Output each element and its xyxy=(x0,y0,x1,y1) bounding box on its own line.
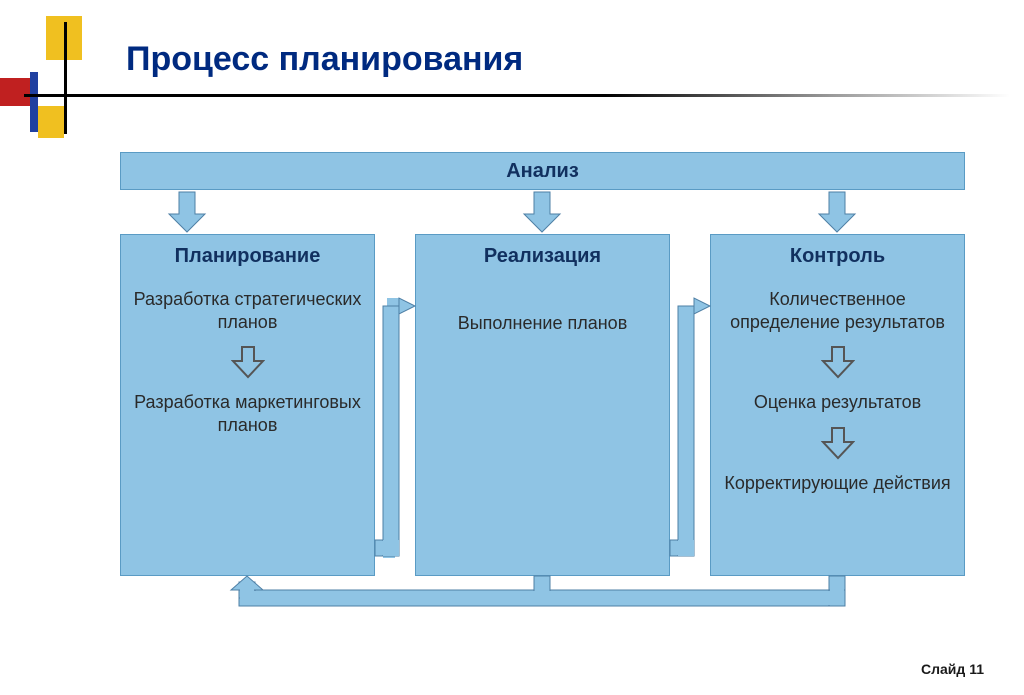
control-item-2: Оценка результатов xyxy=(711,385,964,420)
realization-box: Реализация Выполнение планов xyxy=(415,234,670,576)
outline-arrow-control-1 xyxy=(821,345,855,379)
planning-item-2: Разработка маркетинговых планов xyxy=(121,385,374,442)
elbow-arrow-2 xyxy=(668,290,712,560)
deco-blue-1 xyxy=(30,72,38,132)
deco-hline-fade xyxy=(110,94,1010,97)
realization-item-1: Выполнение планов xyxy=(416,306,669,341)
deco-red-1 xyxy=(0,78,30,106)
analysis-box: Анализ xyxy=(120,152,965,190)
arrow-down-2 xyxy=(522,190,562,234)
realization-header: Реализация xyxy=(416,235,669,282)
page-title: Процесс планирования xyxy=(126,40,523,79)
planning-box: Планирование Разработка стратегических п… xyxy=(120,234,375,576)
deco-vline xyxy=(64,22,67,134)
deco-hline-left xyxy=(24,94,110,97)
control-box: Контроль Количественное определение резу… xyxy=(710,234,965,576)
analysis-label: Анализ xyxy=(506,160,579,183)
planning-header: Планирование xyxy=(121,235,374,282)
outline-arrow-planning xyxy=(231,345,265,379)
slide-number: Слайд 11 xyxy=(921,661,984,677)
control-header: Контроль xyxy=(711,235,964,282)
arrow-down-3 xyxy=(817,190,857,234)
feedback-arrow xyxy=(115,574,975,624)
elbow-arrow-1 xyxy=(373,290,417,560)
outline-arrow-control-2 xyxy=(821,426,855,460)
planning-item-1: Разработка стратегических планов xyxy=(121,282,374,339)
control-item-1: Количественное определение результатов xyxy=(711,282,964,339)
deco-yellow-2 xyxy=(38,106,64,138)
control-item-3: Корректирующие действия xyxy=(711,466,964,501)
arrow-down-1 xyxy=(167,190,207,234)
